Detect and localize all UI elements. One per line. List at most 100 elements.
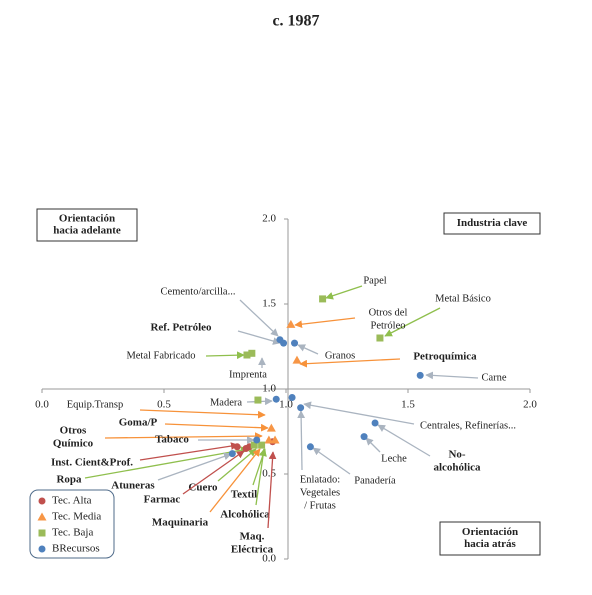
annotation-arrow	[365, 437, 381, 453]
point	[297, 404, 305, 412]
annotation-arrow	[299, 358, 401, 368]
x-tick-label: 0.0	[35, 399, 49, 411]
y-tick-label: 2.0	[262, 213, 276, 225]
annotation: Maq.	[240, 531, 265, 543]
annotation: No-	[448, 449, 465, 461]
legend-label: BRecursos	[52, 543, 100, 555]
legend-marker	[38, 497, 46, 505]
annotation: Granos	[325, 350, 355, 361]
point	[286, 319, 296, 328]
annotation: Cemento/arcilla...	[161, 286, 236, 297]
annotation: Farmac	[144, 494, 181, 506]
point	[264, 435, 274, 444]
annotation-arrow	[239, 299, 279, 337]
annotation: Otros	[60, 425, 87, 437]
annotation: Equip.Transp	[67, 399, 124, 410]
point	[371, 419, 379, 427]
legend-label: Tec. Alta	[52, 495, 92, 507]
annotation: Imprenta	[229, 369, 267, 380]
annotation-arrow	[297, 344, 319, 355]
annotation-arrow	[255, 448, 267, 506]
point	[254, 396, 262, 404]
annotation: Atuneras	[111, 480, 155, 492]
legend-marker	[37, 512, 47, 521]
legend-label: Tec. Media	[52, 511, 101, 523]
annotation-arrow	[209, 448, 261, 513]
annotation-arrow	[303, 401, 415, 425]
annotation: Carne	[481, 372, 506, 383]
annotation-arrow	[164, 423, 269, 432]
point	[280, 339, 288, 347]
annotation: Inst. Cient&Prof.	[51, 457, 133, 469]
annotation-arrow	[205, 351, 245, 360]
annotation-arrow	[294, 317, 356, 329]
annotation: Ropa	[56, 474, 82, 486]
annotation: Panadería	[354, 475, 396, 486]
point	[416, 371, 424, 379]
legend-marker	[38, 545, 46, 553]
point	[292, 355, 302, 364]
annotation-arrow	[384, 307, 441, 337]
annotation: Metal Básico	[435, 293, 491, 304]
annotation: Alcohólica	[220, 509, 270, 521]
point	[270, 435, 280, 444]
y-tick-label: 0.0	[262, 553, 276, 565]
y-tick-label: 0.5	[262, 468, 276, 480]
point	[228, 450, 236, 458]
x-tick-label: 0.5	[157, 399, 171, 411]
point	[360, 433, 368, 441]
point	[291, 339, 299, 347]
annotation: Vegetales	[300, 487, 340, 498]
annotation-arrow	[297, 410, 306, 471]
annotation: Enlatado:	[300, 474, 340, 485]
annotation: Madera	[210, 397, 242, 408]
annotation: Textil	[231, 489, 258, 501]
annotation: Goma/P	[119, 417, 158, 429]
annotation: Eléctrica	[231, 544, 274, 556]
annotation-arrow	[377, 424, 431, 457]
annotation-arrow	[139, 442, 239, 461]
annotation-arrow	[312, 447, 351, 475]
annotation-arrow	[237, 330, 281, 345]
annotation-arrow	[217, 448, 257, 482]
chart-title: c. 1987	[272, 13, 319, 30]
annotation-arrow	[325, 285, 363, 300]
point	[248, 349, 256, 357]
annotation: Metal Fabricado	[126, 350, 195, 361]
point	[306, 443, 314, 451]
quadrant-box	[439, 521, 541, 556]
quadrant-box	[443, 212, 541, 235]
point	[258, 441, 266, 449]
annotation-arrow	[139, 409, 266, 419]
annotation-arrow	[84, 446, 249, 479]
quadrant-label: Orientación	[59, 213, 115, 225]
annotation: Centrales, Refinerías...	[420, 420, 516, 431]
y-tick-label: 1.5	[262, 298, 276, 310]
annotation-arrow	[182, 450, 245, 495]
annotation: Ref. Petróleo	[150, 322, 212, 334]
annotation: Papel	[363, 275, 386, 286]
annotation: alcohólica	[433, 462, 481, 474]
point	[272, 395, 280, 403]
quadrant-label: Orientación	[462, 526, 518, 538]
point	[319, 295, 327, 303]
quadrant-label: hacia adelante	[53, 225, 121, 237]
point	[233, 443, 241, 451]
x-tick-label: 1.5	[401, 399, 415, 411]
legend-label: Tec. Baja	[52, 527, 93, 539]
annotation: Petroquímica	[413, 351, 477, 363]
y-tick-label: 1.0	[262, 383, 276, 395]
point	[243, 351, 251, 359]
quadrant-label: Industria clave	[457, 217, 528, 229]
x-tick-label: 2.0	[523, 399, 537, 411]
point	[376, 334, 384, 342]
annotation-arrow	[157, 452, 232, 481]
annotation-arrow	[425, 371, 479, 380]
annotation: Tabaco	[155, 434, 189, 446]
legend-marker	[38, 529, 46, 537]
x-tick-label: 1.0	[279, 399, 293, 411]
point	[266, 423, 276, 432]
quadrant-label: hacia atrás	[464, 538, 516, 550]
point	[250, 441, 258, 449]
